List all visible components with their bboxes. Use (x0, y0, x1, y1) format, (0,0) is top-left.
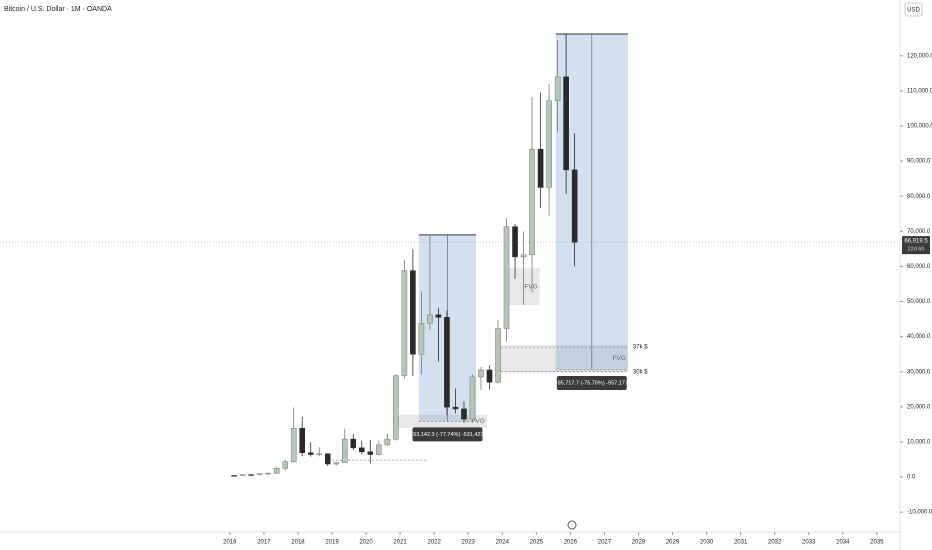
x-tick-label: 2030 (700, 540, 714, 546)
candle-body (333, 462, 340, 465)
candle-body (359, 447, 365, 452)
x-tick-label: 2033 (802, 540, 816, 546)
y-tick-label: 100,000.0 (907, 124, 932, 130)
y-tick-label: 40,000.0 (907, 334, 931, 340)
y-tick-label: 60,000.0 (907, 264, 931, 270)
x-tick-label: 2029 (666, 540, 680, 546)
candle-body (239, 474, 246, 476)
x-tick-label: 2028 (632, 540, 646, 546)
measure-label: -53,142.3 (-77.74%) -531,423 (411, 432, 483, 438)
y-tick-label: 10,000.0 (907, 439, 931, 445)
candle-body (299, 427, 306, 454)
candle-body (435, 314, 442, 318)
x-tick-label: 2027 (598, 540, 612, 546)
currency-button-label[interactable]: USD (907, 8, 920, 14)
x-tick-label: 2032 (768, 540, 782, 546)
candle-body (452, 406, 459, 410)
candle-body (265, 472, 271, 475)
candle-body (563, 76, 569, 171)
candle-body (282, 461, 288, 469)
candle-body (571, 169, 578, 243)
x-tick-label: 2017 (257, 540, 271, 546)
candle-body (367, 451, 374, 455)
x-tick-label: 2020 (359, 540, 373, 546)
y-tick-label: -10,000.0 (907, 510, 932, 516)
measure-label-bg (556, 376, 627, 391)
candle-body (350, 438, 357, 449)
candle-body (376, 444, 382, 455)
y-tick-label: 20,000.0 (907, 404, 931, 410)
candle-body (290, 427, 297, 462)
candle-body (478, 369, 484, 378)
y-tick-label: 30,000.0 (907, 369, 931, 375)
y-tick-label: 90,000.0 (907, 159, 931, 165)
candle-body (461, 408, 467, 420)
candle-body (410, 270, 416, 355)
x-tick-label: 2025 (530, 540, 544, 546)
y-tick-label: 80,000.0 (907, 194, 931, 200)
candle-body (554, 76, 561, 101)
candle-body (231, 475, 237, 477)
candle-body (273, 468, 280, 474)
y-tick-label: 0.0 (907, 475, 916, 481)
fvg-zone (496, 345, 628, 372)
x-tick-label: 2016 (223, 540, 237, 546)
countdown-label: 22d 6h (908, 247, 925, 253)
x-tick-label: 2035 (870, 540, 884, 546)
candle-body (384, 438, 391, 446)
candle-body (486, 369, 493, 383)
measure-label: -95,717.7 (-75.76%) -957,177 (556, 380, 628, 386)
candle-body (307, 452, 314, 455)
candle-body (418, 323, 425, 355)
currency-button[interactable] (904, 2, 923, 17)
candle-body (444, 317, 450, 408)
chart-title: Bitcoin / U.S. Dollar · 1M · OANDA (4, 6, 112, 13)
x-tick-label: 2024 (496, 540, 510, 546)
candle-body (324, 453, 331, 465)
x-tick-label: 2023 (462, 540, 476, 546)
y-tick-label: 50,000.0 (907, 299, 931, 305)
candle-body (256, 473, 263, 476)
fvg-zone (503, 268, 540, 306)
x-tick-label: 2019 (325, 540, 339, 546)
candle-body (427, 314, 433, 324)
candle-body (248, 474, 254, 476)
candle-body (546, 100, 552, 188)
candle-body (537, 148, 544, 188)
level-label: 30k $ (633, 369, 648, 375)
level-label: 37k $ (633, 345, 648, 351)
measure-label-bg (412, 427, 483, 442)
x-tick-label: 2018 (291, 540, 305, 546)
goto-icon[interactable] (567, 520, 577, 530)
fvg-label: FVG (524, 283, 537, 290)
candle-body (512, 226, 518, 258)
candle-body (393, 375, 399, 440)
candle-body (316, 453, 323, 455)
fvg-label: FVG (613, 355, 626, 362)
x-tick-label: 2022 (427, 540, 441, 546)
x-tick-label: 2026 (564, 540, 578, 546)
candle-body (529, 148, 535, 256)
fvg-label: FVG (472, 418, 485, 425)
candle-body (495, 328, 501, 383)
x-tick-label: 2031 (734, 540, 748, 546)
y-tick-label: 120,000.0 (907, 53, 932, 59)
x-tick-label: 2021 (393, 540, 407, 546)
y-tick-label: 110,000.0 (907, 88, 932, 94)
candle-body (520, 254, 527, 258)
candle-body (503, 226, 510, 329)
candle-body (469, 376, 476, 420)
last-price-label: 66,919.5 (904, 239, 928, 245)
x-tick-label: 2034 (836, 540, 850, 546)
y-tick-label: 70,000.0 (907, 229, 931, 235)
candle-body (401, 270, 408, 376)
candle-body (341, 438, 348, 463)
last-price-tag (902, 236, 930, 255)
